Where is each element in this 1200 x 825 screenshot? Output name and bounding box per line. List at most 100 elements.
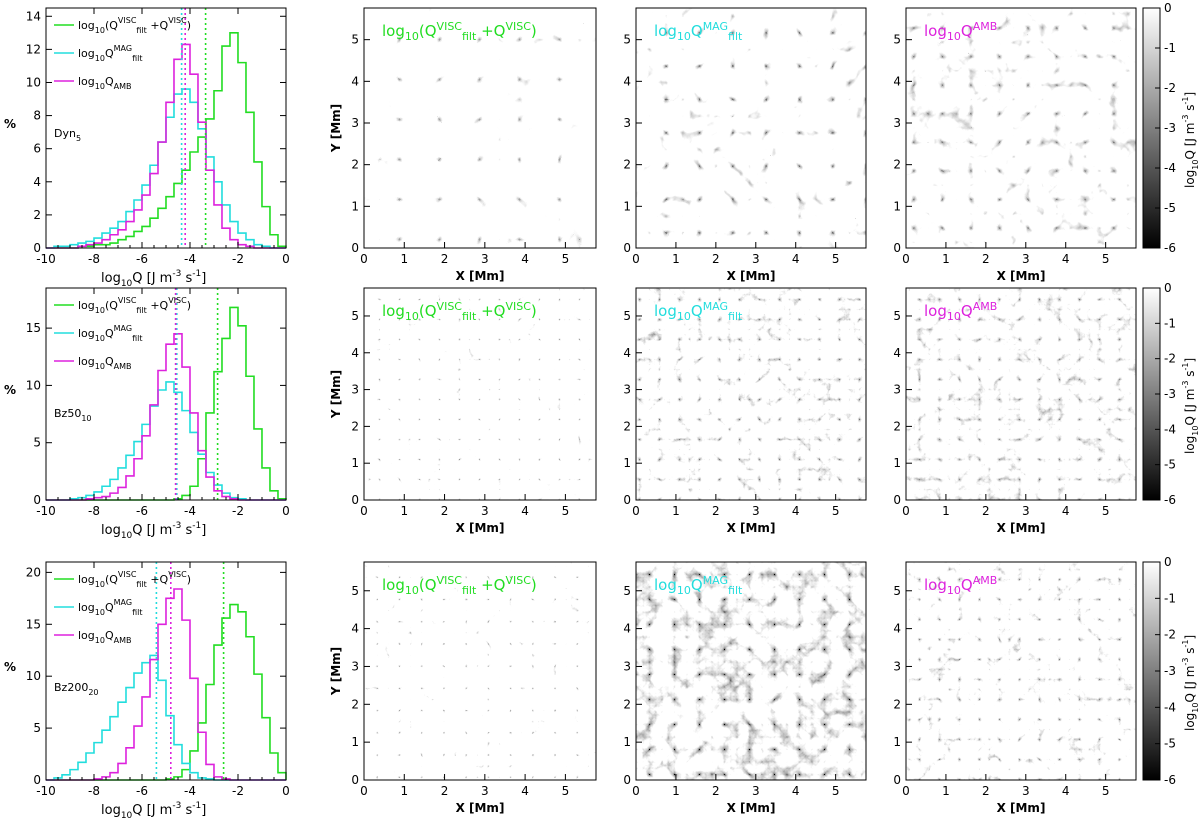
colorbar-tick-label: -2 bbox=[1164, 81, 1176, 95]
map-image bbox=[906, 288, 1136, 500]
x-tick-label: 0 bbox=[632, 504, 640, 518]
map-image bbox=[364, 288, 596, 500]
y-tick-label: 4 bbox=[33, 175, 41, 189]
x-tick-label: 4 bbox=[1062, 784, 1070, 798]
y-tick-label: 2 bbox=[893, 158, 901, 172]
map-image bbox=[364, 562, 596, 780]
legend-label-mag: log10​QMAG​filt​ bbox=[78, 324, 142, 343]
map-frame bbox=[635, 561, 867, 781]
colorbar-tick-label: -6 bbox=[1164, 241, 1176, 255]
legend-label-amb: log10​QAMB​ bbox=[78, 629, 132, 645]
x-axis-label: X [Mm] bbox=[727, 269, 776, 283]
y-tick-label: 1 bbox=[351, 199, 359, 213]
y-tick-label: 15 bbox=[26, 321, 41, 335]
legend-label-visc: log10​(QVISC​filt​ +QVISC​) bbox=[78, 570, 191, 589]
colorbar-tick-label: -2 bbox=[1164, 628, 1176, 642]
y-tick-label: 3 bbox=[351, 659, 359, 673]
x-tick-label: -2 bbox=[232, 784, 244, 798]
legend-label-mag: log10​QMAG​filt​ bbox=[78, 44, 142, 63]
y-tick-label: 0 bbox=[351, 493, 359, 507]
x-tick-label: 2 bbox=[712, 252, 720, 266]
x-tick-label: 3 bbox=[1022, 252, 1030, 266]
colorbar-tick-label: -3 bbox=[1164, 387, 1176, 401]
map-panel-r3-c2: 0 1 2 3 4 5 0 1 2 3 4 5 X [Mm] log10​QMAG​filt​ bbox=[623, 561, 867, 815]
colorbar-tick-label: -4 bbox=[1164, 161, 1176, 175]
colorbar-tick-label: 0 bbox=[1164, 1, 1172, 15]
map-frame bbox=[363, 287, 597, 501]
map-panel-r3-c1: 0 1 2 3 4 5 0 1 2 3 4 5 X [Mm] Y [Mm] log10​(QVISC​fil… bbox=[329, 561, 597, 815]
y-tick-label: 2 bbox=[351, 158, 359, 172]
x-axis-label: X [Mm] bbox=[997, 801, 1046, 815]
map-panel-r2-c3: 0 1 2 3 4 5 0 1 2 3 4 5 X [Mm] log10​QAMB​ bbox=[893, 287, 1137, 535]
x-axis-label: X [Mm] bbox=[727, 801, 776, 815]
x-tick-label: -8 bbox=[88, 504, 100, 518]
x-tick-label: 1 bbox=[400, 784, 408, 798]
y-tick-label: 2 bbox=[893, 419, 901, 433]
colorbar-label: log10​Q [J m-3​ s-1​] bbox=[1181, 92, 1200, 188]
colorbar-3: 0 -1 -2 -3 -4 -5 -6 log10​Q [J m-3​ s-1​] bbox=[1142, 555, 1200, 787]
y-tick-label: 3 bbox=[351, 383, 359, 397]
histogram-panel-2: -10 -8 -6 -4 -2 0 0 5 10 15% log10​Q [J m-3​ s-1​]… bbox=[4, 287, 290, 541]
colorbar-tick-label: -5 bbox=[1164, 458, 1176, 472]
x-tick-label: 2 bbox=[712, 504, 720, 518]
y-axis-label: Y [Mm] bbox=[329, 647, 343, 696]
run-name-label: Bz5010​ bbox=[54, 407, 92, 423]
y-tick-label: 1 bbox=[623, 735, 631, 749]
y-tick-label: 3 bbox=[893, 659, 901, 673]
y-tick-label: 0 bbox=[623, 493, 631, 507]
y-tick-label: 2 bbox=[33, 208, 41, 222]
x-tick-label: 0 bbox=[282, 252, 290, 266]
x-tick-label: 3 bbox=[752, 504, 760, 518]
y-tick-label: 3 bbox=[623, 383, 631, 397]
y-tick-label: 1 bbox=[351, 456, 359, 470]
y-tick-label: 0 bbox=[893, 773, 901, 787]
y-tick-label: 20 bbox=[26, 565, 41, 579]
y-tick-label: 5 bbox=[351, 584, 359, 598]
y-tick-label: 2 bbox=[623, 697, 631, 711]
histogram-panel-3: -10 -8 -6 -4 -2 0 0 5 10 15 20% log10​Q [J m-3​ s-1… bbox=[4, 561, 290, 821]
legend-label-mag: log10​QMAG​filt​ bbox=[78, 598, 142, 617]
x-tick-label: 3 bbox=[1022, 504, 1030, 518]
map-label-visc: log10​(QVISC​filt​ +QVISC​) bbox=[382, 574, 537, 597]
y-tick-label: 10 bbox=[26, 669, 41, 683]
y-tick-label: 1 bbox=[351, 735, 359, 749]
map-image bbox=[364, 8, 596, 248]
legend-label-amb: log10​QAMB​ bbox=[78, 75, 132, 91]
histogram-series-2 bbox=[46, 654, 286, 781]
histogram-series-1 bbox=[46, 32, 287, 249]
y-axis-label: Y [Mm] bbox=[329, 370, 343, 419]
histogram-panel-1: -10 -8 -6 -4 -2 0 0 2 4 6 8 10 12 14% log10​Q [J m-3​ … bbox=[4, 7, 290, 289]
x-tick-label: 5 bbox=[832, 784, 840, 798]
y-tick-label: 4 bbox=[623, 622, 631, 636]
y-tick-label: 4 bbox=[623, 74, 631, 88]
colorbar-tick-label: -1 bbox=[1164, 591, 1176, 605]
y-tick-label: 3 bbox=[351, 116, 359, 130]
map-label-mag: log10​QMAG​filt​ bbox=[654, 574, 743, 597]
x-axis-label: X [Mm] bbox=[727, 521, 776, 535]
map-label-mag: log10​QMAG​filt​ bbox=[654, 300, 743, 323]
colorbar-tick-label: -1 bbox=[1164, 316, 1176, 330]
y-tick-label: 5 bbox=[33, 721, 41, 735]
x-tick-label: 3 bbox=[481, 784, 489, 798]
x-tick-label: 1 bbox=[942, 252, 950, 266]
x-tick-label: 5 bbox=[1102, 252, 1110, 266]
x-tick-label: -8 bbox=[88, 784, 100, 798]
x-tick-label: 5 bbox=[1102, 784, 1110, 798]
x-tick-label: 4 bbox=[792, 252, 800, 266]
x-tick-label: 0 bbox=[360, 784, 368, 798]
x-tick-label: 0 bbox=[632, 784, 640, 798]
map-frame bbox=[905, 287, 1137, 501]
x-axis-label: X [Mm] bbox=[456, 801, 505, 815]
x-tick-label: 2 bbox=[441, 784, 449, 798]
y-tick-label: 4 bbox=[351, 622, 359, 636]
y-tick-label: 1 bbox=[893, 735, 901, 749]
x-tick-label: -6 bbox=[136, 784, 148, 798]
x-tick-label: 0 bbox=[902, 252, 910, 266]
y-axis-label: % bbox=[4, 117, 16, 131]
x-tick-label: -6 bbox=[136, 504, 148, 518]
y-tick-label: 2 bbox=[623, 158, 631, 172]
map-frame bbox=[905, 7, 1137, 249]
y-tick-label: 4 bbox=[893, 346, 901, 360]
x-tick-label: 1 bbox=[400, 504, 408, 518]
run-name-label: Bz20020​ bbox=[54, 681, 99, 697]
